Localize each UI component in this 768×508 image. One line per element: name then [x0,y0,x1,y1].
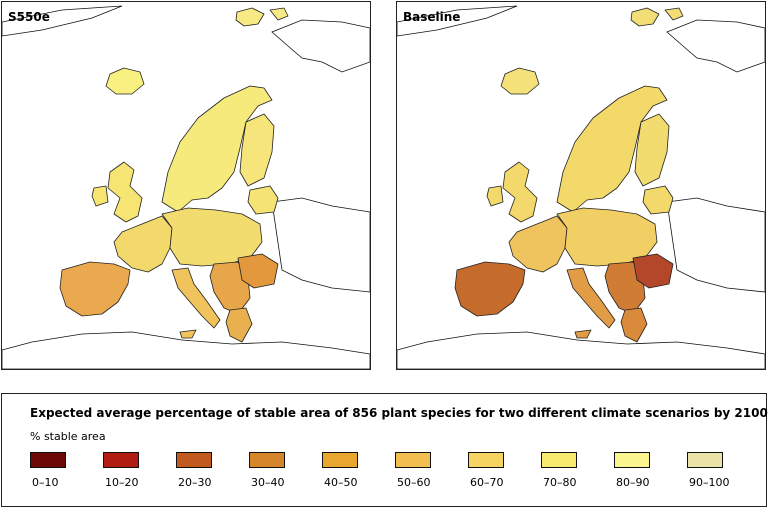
legend-swatch [468,452,504,468]
region-svalbard [235,7,289,27]
legend-item: 40–50 [322,452,382,496]
legend: Expected average percentage of stable ar… [1,393,768,507]
region-greece [620,307,648,343]
legend-label: 20–30 [178,476,212,489]
region-british-isles [91,161,143,223]
legend-swatch [103,452,139,468]
legend-label: 70–80 [543,476,577,489]
region-baltic [247,185,279,215]
legend-item: 0–10 [30,452,90,496]
region-scandinavia [556,85,668,213]
region-iceland [500,67,540,95]
europe-map-baseline [397,5,765,369]
region-romania [237,253,279,289]
region-western-europe [113,215,173,273]
legend-swatches: 0–10 10–20 20–30 30–40 40–50 50–60 60–70 70–80 8… [30,452,750,502]
region-iberia [59,261,131,317]
legend-label: 60–70 [470,476,504,489]
map-panel-s550e: S550e [1,1,371,370]
legend-label: 30–40 [251,476,285,489]
legend-title: Expected average percentage of stable ar… [30,406,768,420]
europe-map-s550e [2,5,370,369]
legend-swatch [249,452,285,468]
region-italy [566,267,616,339]
map-title: S550e [8,10,50,24]
region-italy [171,267,221,339]
region-scandinavia [161,85,273,213]
legend-label: 90–100 [689,476,730,489]
legend-label: 10–20 [105,476,139,489]
region-romania [632,253,674,289]
legend-swatch [322,452,358,468]
coastline-outline [666,19,765,73]
legend-label: 0–10 [32,476,59,489]
legend-item: 90–100 [687,452,747,496]
legend-item: 60–70 [468,452,528,496]
legend-swatch [541,452,577,468]
region-svalbard [630,7,684,27]
coastline-outline [271,19,370,73]
region-finland [634,113,670,187]
legend-swatch [687,452,723,468]
coastline-outline [397,331,765,369]
coastline-outline [666,197,765,293]
region-iceland [105,67,145,95]
legend-item: 80–90 [614,452,674,496]
legend-label: 80–90 [616,476,650,489]
region-finland [239,113,275,187]
coastline-outline [2,5,123,37]
legend-item: 30–40 [249,452,309,496]
region-western-europe [508,215,568,273]
coastline-outline [2,331,370,369]
legend-swatch [176,452,212,468]
region-greece [225,307,253,343]
coastline-outline [397,5,518,37]
legend-item: 50–60 [395,452,455,496]
legend-swatch [395,452,431,468]
legend-label: 50–60 [397,476,431,489]
coastline-outline [271,197,370,293]
map-title: Baseline [403,10,461,24]
legend-item: 20–30 [176,452,236,496]
legend-swatch [614,452,650,468]
region-iberia [454,261,526,317]
legend-label: 40–50 [324,476,358,489]
region-baltic [642,185,674,215]
legend-subtitle: % stable area [30,430,106,443]
map-panel-baseline: Baseline [396,1,766,370]
region-british-isles [486,161,538,223]
legend-item: 10–20 [103,452,163,496]
legend-swatch [30,452,66,468]
legend-item: 70–80 [541,452,601,496]
